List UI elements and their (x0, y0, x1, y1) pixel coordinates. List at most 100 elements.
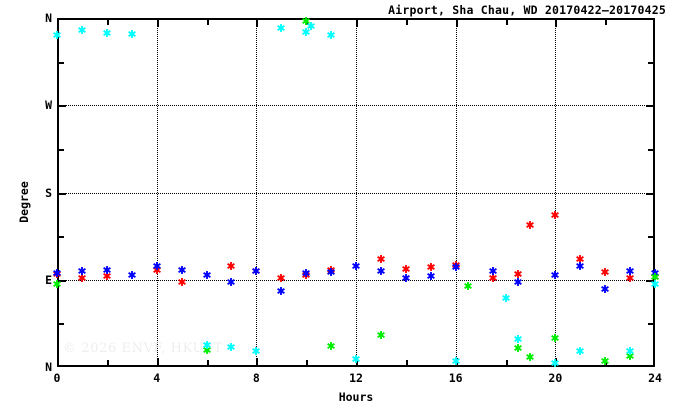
copyright-watermark: © 2026 ENVF, HKUST (63, 341, 223, 356)
y-axis-tick-right (648, 61, 655, 64)
gridline-horizontal (57, 105, 655, 107)
y-axis-tick (57, 105, 66, 108)
data-point-red (551, 210, 560, 219)
data-point-blue (551, 270, 560, 279)
data-point-cyan (227, 342, 236, 351)
data-point-green (601, 357, 610, 366)
data-point-blue (426, 271, 435, 280)
x-axis-tick (405, 360, 408, 367)
gridline-horizontal (57, 192, 655, 194)
data-point-cyan (327, 31, 336, 40)
data-point-red (601, 267, 610, 276)
data-point-blue (352, 262, 361, 271)
data-point-blue (53, 268, 62, 277)
x-axis-tick-top (455, 18, 458, 27)
data-point-blue (513, 277, 522, 286)
x-axis-tick-top (505, 18, 508, 25)
data-point-blue (202, 270, 211, 279)
x-axis-tick-top (256, 18, 259, 27)
y-axis-tick-right (646, 192, 655, 195)
data-point-cyan (501, 294, 510, 303)
data-point-green (376, 331, 385, 340)
chart-title: Airport, Sha Chau, WD 20170422‒20170425 (388, 3, 666, 17)
data-point-red (626, 273, 635, 282)
data-point-cyan (302, 27, 311, 36)
data-point-green (551, 333, 560, 342)
x-axis-tick-top (555, 18, 558, 27)
x-axis-tick-top (106, 18, 109, 25)
x-axis-tick-label: 16 (448, 371, 463, 385)
x-axis-tick-top (156, 18, 159, 27)
x-axis-title: Hours (338, 390, 374, 404)
data-point-blue (127, 270, 136, 279)
data-point-green (526, 353, 535, 362)
data-point-green (651, 272, 660, 281)
data-point-blue (302, 268, 311, 277)
x-axis-tick-top (356, 18, 358, 27)
data-point-blue (601, 285, 610, 294)
x-axis-tick (156, 358, 159, 367)
y-axis-tick (57, 323, 64, 326)
data-point-cyan (626, 347, 635, 356)
data-point-red (513, 269, 522, 278)
y-axis-tick-right (646, 105, 655, 108)
data-point-cyan (352, 355, 361, 364)
data-point-red (376, 255, 385, 264)
x-axis-tick (356, 358, 358, 367)
y-axis-tick-right (648, 323, 655, 326)
data-point-red (227, 262, 236, 271)
data-point-blue (77, 267, 86, 276)
x-axis-tick (106, 360, 109, 367)
y-axis-tick-right (646, 279, 655, 282)
data-point-blue (152, 262, 161, 271)
y-axis-tick-right (648, 148, 655, 151)
x-axis-tick-label: 24 (648, 371, 662, 385)
y-axis-tick-label: N (45, 11, 52, 25)
y-axis-tick-right (648, 236, 655, 239)
data-point-green (302, 16, 311, 25)
data-point-red (401, 265, 410, 274)
data-point-blue (401, 273, 410, 282)
data-point-blue (451, 263, 460, 272)
data-point-red (576, 255, 585, 264)
x-axis-tick (256, 358, 259, 367)
data-point-cyan (127, 30, 136, 39)
y-axis-tick (57, 148, 64, 151)
x-axis-tick-label: 8 (252, 371, 260, 385)
data-point-blue (177, 266, 186, 275)
data-point-cyan (53, 31, 62, 40)
x-axis-tick-top (605, 18, 608, 25)
x-axis-tick-label: 4 (153, 371, 161, 385)
data-point-red (277, 273, 286, 282)
x-axis-tick (306, 360, 309, 367)
x-axis-tick (605, 360, 608, 367)
data-point-red (526, 221, 535, 230)
data-point-blue (376, 267, 385, 276)
x-axis-tick-label: 20 (548, 371, 563, 385)
data-point-cyan (651, 279, 660, 288)
data-point-cyan (513, 334, 522, 343)
y-axis-tick-label: E (45, 272, 52, 287)
data-point-red (77, 273, 86, 282)
data-point-red (426, 263, 435, 272)
data-point-red (177, 277, 186, 286)
data-point-blue (252, 267, 261, 276)
x-axis-tick-label: 12 (349, 371, 363, 385)
data-point-cyan (551, 359, 560, 368)
gridline-horizontal (57, 279, 655, 281)
data-point-cyan (576, 347, 585, 356)
data-point-cyan (252, 346, 261, 355)
data-point-cyan (307, 21, 316, 30)
data-point-blue (626, 267, 635, 276)
x-axis-tick-top (206, 18, 209, 25)
data-point-blue (327, 267, 336, 276)
data-point-blue (102, 266, 111, 275)
data-point-cyan (77, 25, 86, 34)
data-point-green (513, 343, 522, 352)
y-axis-tick (57, 192, 66, 195)
data-point-blue (489, 267, 498, 276)
y-axis-tick-label: N (45, 360, 52, 374)
data-point-green (464, 281, 473, 290)
y-axis-tick (57, 61, 64, 64)
